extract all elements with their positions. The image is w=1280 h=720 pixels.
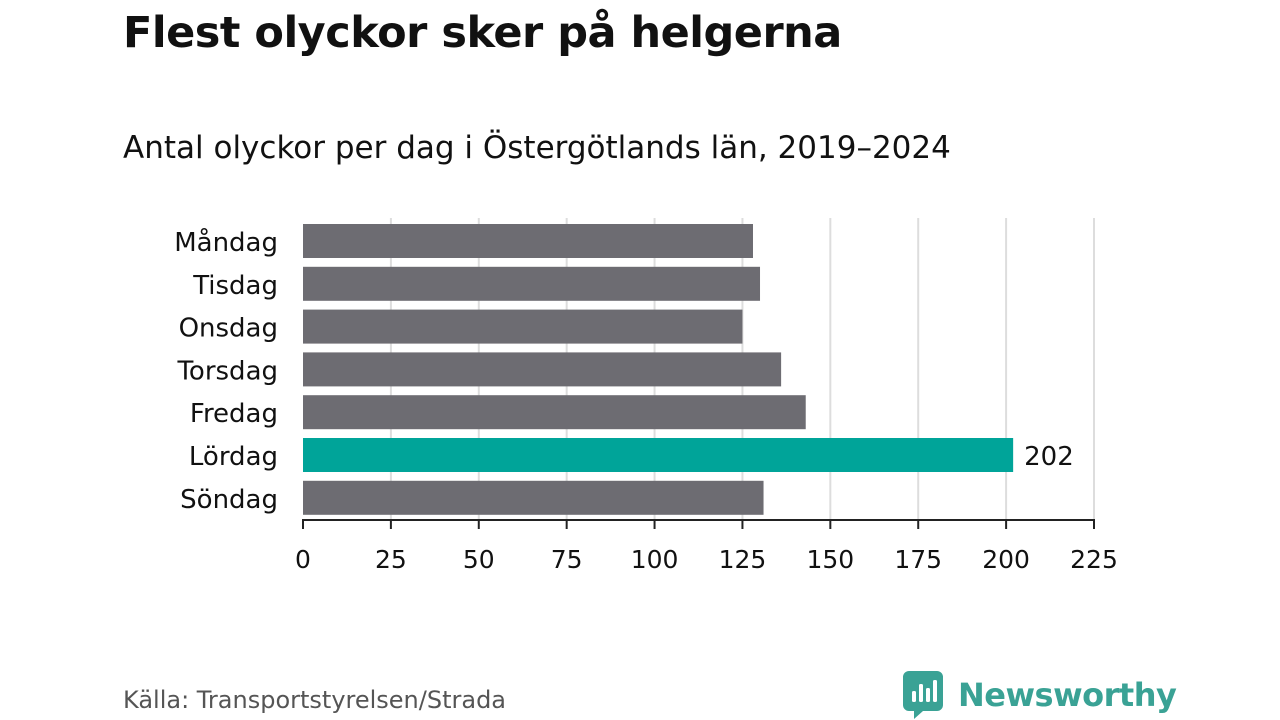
category-label: Söndag [180,485,278,515]
chart-title: Flest olyckor sker på helgerna [123,8,842,58]
x-tick-label: 0 [295,545,311,574]
x-tick-label: 100 [631,545,679,574]
category-label: Fredag [190,399,278,429]
category-label: Lördag [189,442,278,472]
x-tick-label: 175 [894,545,942,574]
category-label: Tisdag [192,271,278,301]
source-note: Källa: Transportstyrelsen/Strada [123,686,507,714]
bar-tisdag [303,266,761,301]
bar-onsdag [303,309,743,344]
x-tick-label: 50 [463,545,495,574]
brand-logo: Newsworthy [903,671,1177,719]
newsworthy-logo-icon [903,671,943,719]
category-label: Måndag [174,227,278,258]
x-tick-label: 150 [806,545,854,574]
category-label: Onsdag [179,314,278,344]
bar-söndag [303,480,764,515]
x-tick-label: 75 [551,545,583,574]
x-tick-label: 25 [375,545,407,574]
chart-subtitle: Antal olyckor per dag i Östergötlands lä… [123,130,951,166]
x-tick-label: 200 [982,545,1030,574]
category-label: Torsdag [176,356,278,386]
bar-fredag [303,395,806,430]
data-label: 202 [1024,442,1074,472]
x-tick-label: 125 [719,545,767,574]
bar-måndag [303,224,753,258]
bar-lördag [303,438,1014,472]
bar-chart: Måndag Tisdag Onsdag Torsdag Fredag Lördag Sön… [174,218,1118,574]
bar-torsdag [303,352,782,387]
x-tick-label: 225 [1070,545,1118,574]
brand-name: Newsworthy [958,676,1177,714]
